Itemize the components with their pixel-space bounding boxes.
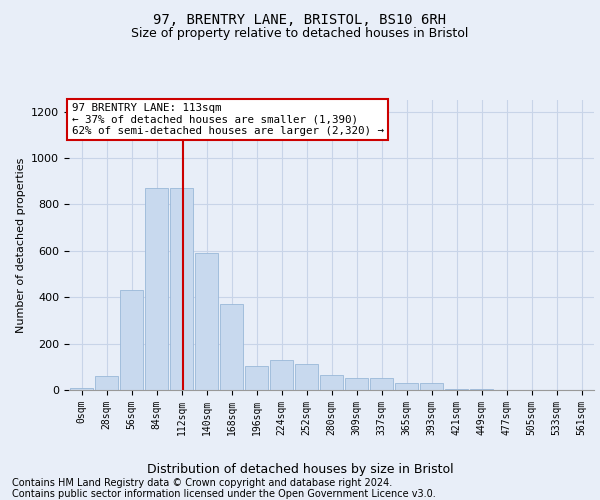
Bar [70,388,93,390]
Text: Contains public sector information licensed under the Open Government Licence v3: Contains public sector information licen… [12,489,436,499]
Bar [445,389,468,390]
Bar [220,304,243,390]
Bar [395,383,418,390]
Bar [195,253,218,390]
Text: 97 BRENTRY LANE: 113sqm
← 37% of detached houses are smaller (1,390)
62% of semi: 97 BRENTRY LANE: 113sqm ← 37% of detache… [71,103,383,136]
Bar [345,378,368,390]
Text: Distribution of detached houses by size in Bristol: Distribution of detached houses by size … [146,462,454,475]
Bar [295,364,318,390]
Bar [270,360,293,390]
Bar [145,188,168,390]
Bar [420,383,443,390]
Y-axis label: Number of detached properties: Number of detached properties [16,158,26,332]
Text: Contains HM Land Registry data © Crown copyright and database right 2024.: Contains HM Land Registry data © Crown c… [12,478,392,488]
Bar [470,389,493,390]
Bar [170,188,193,390]
Bar [245,366,268,390]
Bar [120,290,143,390]
Text: 97, BRENTRY LANE, BRISTOL, BS10 6RH: 97, BRENTRY LANE, BRISTOL, BS10 6RH [154,12,446,26]
Bar [370,378,393,390]
Text: Size of property relative to detached houses in Bristol: Size of property relative to detached ho… [131,28,469,40]
Bar [95,376,118,390]
Bar [320,375,343,390]
